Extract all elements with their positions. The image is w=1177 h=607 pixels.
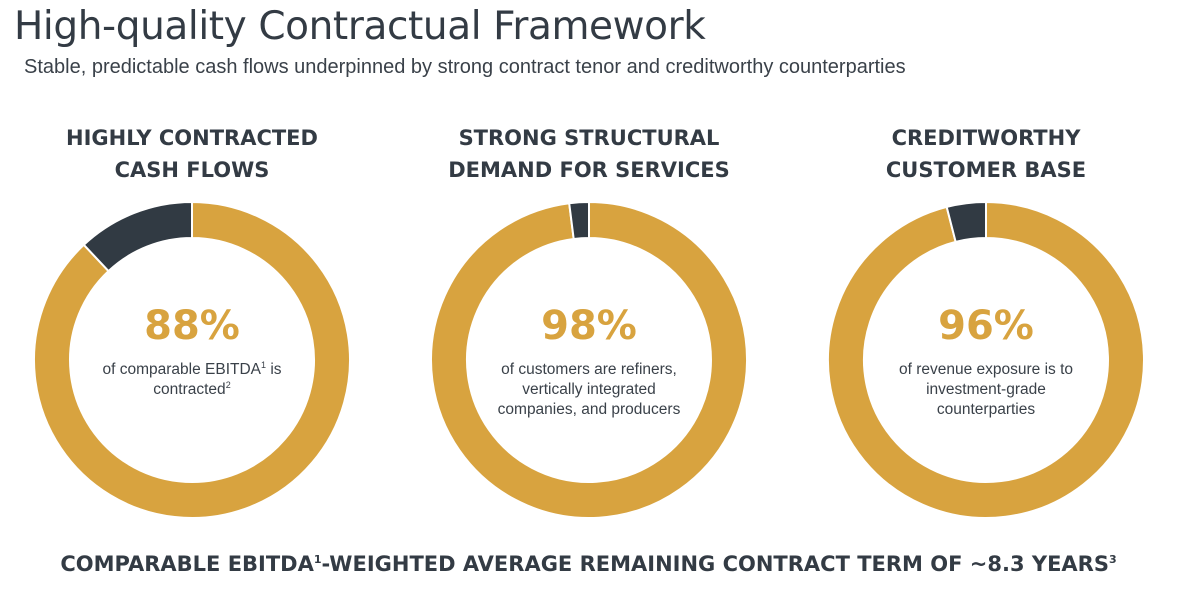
donut-chart-creditworthy bbox=[826, 200, 1145, 519]
donut-center: 88% of comparable EBITDA1 is contracted2 bbox=[82, 302, 302, 400]
footnote-marker: 1 bbox=[261, 359, 267, 370]
footer-text-part-2: -WEIGHTED AVERAGE REMAINING CONTRACT TER… bbox=[321, 552, 1109, 576]
donut-slice-primary bbox=[430, 200, 749, 519]
page-subtitle: Stable, predictable cash flows underpinn… bbox=[24, 56, 906, 78]
description-text-tail: is bbox=[266, 361, 282, 378]
description-line-2: contracted2 bbox=[82, 380, 302, 400]
donut-chart-demand bbox=[430, 200, 749, 519]
description-line-1: of revenue exposure is to bbox=[898, 361, 1074, 378]
footer-text-part-1: COMPARABLE EBITDA bbox=[60, 552, 314, 576]
donut-center: 96% of revenue exposure is to investment… bbox=[876, 302, 1096, 420]
donut-slice-remainder bbox=[945, 200, 987, 244]
description-line-1: of comparable EBITDA1 is bbox=[82, 360, 302, 380]
percent-description: of customers are refiners, vertically in… bbox=[479, 360, 699, 420]
panel-creditworthy-customers: CREDITWORTHY CUSTOMER BASE 96% of revenu… bbox=[826, 122, 1146, 522]
heading-line-2: CUSTOMER BASE bbox=[885, 158, 1087, 182]
panel-structural-demand: STRONG STRUCTURAL DEMAND FOR SERVICES 98… bbox=[429, 122, 749, 522]
description-line-1: of customers are refiners, bbox=[501, 361, 677, 378]
heading-line-1: STRONG STRUCTURAL bbox=[458, 126, 720, 150]
heading-line-2: DEMAND FOR SERVICES bbox=[448, 158, 730, 182]
panel-heading: STRONG STRUCTURAL DEMAND FOR SERVICES bbox=[429, 122, 749, 186]
percent-description: of comparable EBITDA1 is contracted2 bbox=[82, 360, 302, 400]
donut-slice-primary bbox=[33, 200, 351, 519]
panel-contracted-cash-flows: HIGHLY CONTRACTED CASH FLOWS 88% of comp… bbox=[32, 122, 352, 522]
description-text: contracted bbox=[153, 381, 226, 398]
description-text: of comparable EBITDA bbox=[102, 361, 261, 378]
percent-value: 88% bbox=[144, 303, 240, 349]
description-line-2: investment-grade bbox=[926, 381, 1046, 398]
footnote-marker: 1 bbox=[313, 553, 322, 566]
heading-line-1: CREDITWORTHY bbox=[891, 126, 1081, 150]
panel-heading: HIGHLY CONTRACTED CASH FLOWS bbox=[32, 122, 352, 186]
description-line-2: vertically integrated bbox=[522, 381, 656, 398]
footnote-marker: 3 bbox=[1108, 553, 1117, 566]
page-title: High-quality Contractual Framework bbox=[14, 4, 706, 49]
heading-line-2: CASH FLOWS bbox=[114, 158, 270, 182]
heading-line-1: HIGHLY CONTRACTED bbox=[66, 126, 318, 150]
percent-description: of revenue exposure is to investment-gra… bbox=[876, 360, 1096, 420]
donut-slice-primary bbox=[826, 200, 1145, 519]
donut-slice-remainder bbox=[82, 200, 193, 273]
donut-slice-remainder bbox=[568, 200, 590, 241]
percent-value: 98% bbox=[541, 303, 637, 349]
footnote-marker: 2 bbox=[225, 379, 231, 390]
donut-chart-contracted bbox=[33, 200, 351, 519]
donut-center: 98% of customers are refiners, verticall… bbox=[479, 302, 699, 420]
percent-value: 96% bbox=[938, 303, 1034, 349]
panel-heading: CREDITWORTHY CUSTOMER BASE bbox=[826, 122, 1146, 186]
footer-statement: COMPARABLE EBITDA1-WEIGHTED AVERAGE REMA… bbox=[0, 552, 1177, 576]
description-line-3: counterparties bbox=[936, 401, 1036, 418]
description-line-3: companies, and producers bbox=[497, 401, 681, 418]
